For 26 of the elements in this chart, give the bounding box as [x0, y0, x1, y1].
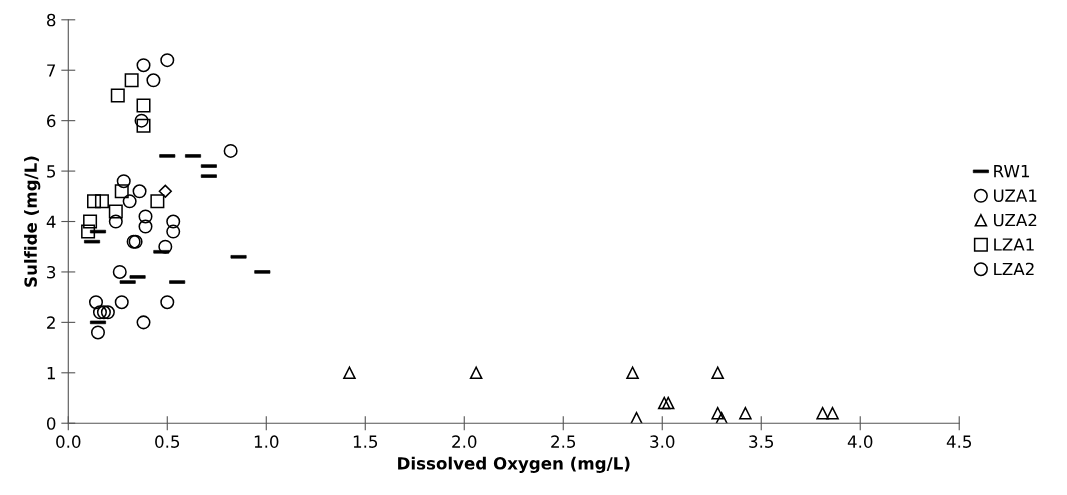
y-tick-label: 3 [47, 265, 56, 279]
y-tick-label: 4 [46, 215, 56, 228]
legend-label: RW1 [994, 165, 1030, 178]
y-tick-label: 7 [47, 64, 56, 77]
x-tick-label: 0.0 [56, 435, 81, 448]
legend-label: LZA1 [994, 238, 1034, 251]
x-tick-label: 0.5 [155, 435, 180, 448]
x-tick-label: 1.5 [353, 435, 378, 448]
y-tick-label: 0 [46, 417, 56, 430]
x-axis-title: Dissolved Oxygen (mg/L) [398, 456, 630, 473]
x-tick-label: 3.0 [650, 435, 675, 448]
x-tick-label: 4.0 [847, 435, 873, 448]
legend-label: UZA1 [994, 189, 1037, 202]
y-tick-label: 2 [47, 316, 55, 329]
x-tick-label: 3.5 [749, 435, 774, 448]
x-tick-label: 4.5 [946, 435, 972, 448]
y-tick-label: 8 [47, 13, 56, 27]
x-tick-label: 2.0 [452, 435, 477, 448]
y-tick-label: 5 [47, 165, 56, 178]
x-tick-label: 1.0 [254, 435, 279, 448]
y-tick-label: 1 [47, 366, 55, 380]
legend-label: UZA2 [994, 213, 1037, 227]
x-tick-label: 2.5 [551, 435, 576, 448]
legend-label: LZA2 [994, 262, 1034, 276]
y-axis-title: Sulfide (mg/L) [24, 156, 41, 287]
y-tick-label: 6 [47, 114, 56, 128]
